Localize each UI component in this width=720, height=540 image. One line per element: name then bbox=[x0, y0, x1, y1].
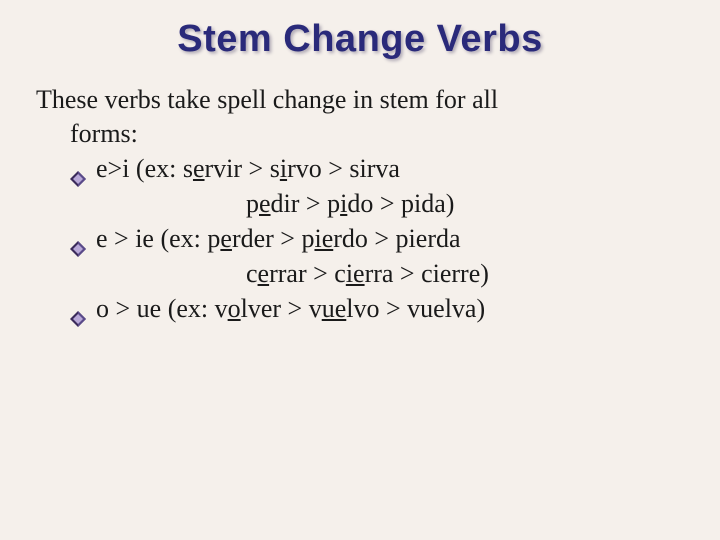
underline-seg: e bbox=[193, 154, 205, 183]
text-seg: rvir > s bbox=[205, 154, 280, 183]
underline-seg: e bbox=[259, 189, 271, 218]
text-seg: o > ue (ex: v bbox=[96, 294, 228, 323]
bullet-item: o > ue (ex: volver > vuelvo > vuelva) bbox=[28, 291, 692, 326]
text-seg: rder > p bbox=[232, 224, 315, 253]
intro-line-1: These verbs take spell change in stem fo… bbox=[28, 83, 692, 117]
text-seg: rrar > c bbox=[269, 259, 346, 288]
text-seg: c bbox=[246, 259, 258, 288]
bullet-text: e > ie (ex: perder > pierdo > pierda bbox=[96, 221, 461, 256]
text-seg: lver > v bbox=[241, 294, 322, 323]
underline-seg: e bbox=[258, 259, 270, 288]
text-seg: rvo > sirva bbox=[287, 154, 400, 183]
text-seg: do > pida) bbox=[347, 189, 454, 218]
underline-seg: ie bbox=[346, 259, 365, 288]
bullet-text: e>i (ex: servir > sirvo > sirva bbox=[96, 151, 400, 186]
text-seg: dir > p bbox=[271, 189, 341, 218]
text-seg: e>i (ex: s bbox=[96, 154, 193, 183]
underline-seg: ie bbox=[314, 224, 333, 253]
intro-line-2: forms: bbox=[28, 117, 692, 151]
bullet-subline: pedir > pido > pida) bbox=[28, 186, 692, 221]
underline-seg: e bbox=[220, 224, 232, 253]
underline-seg: ue bbox=[322, 294, 347, 323]
bullet-subline: cerrar > cierra > cierre) bbox=[28, 256, 692, 291]
slide-container: Stem Change Verbs These verbs take spell… bbox=[0, 0, 720, 540]
text-seg: lvo > vuelva) bbox=[346, 294, 485, 323]
underline-seg: i bbox=[280, 154, 287, 183]
bullet-item: e>i (ex: servir > sirvo > sirva bbox=[28, 151, 692, 186]
page-title: Stem Change Verbs bbox=[28, 18, 692, 61]
text-seg: rdo > pierda bbox=[333, 224, 460, 253]
underline-seg: o bbox=[228, 294, 241, 323]
text-seg: e > ie (ex: p bbox=[96, 224, 220, 253]
diamond-bullet-icon bbox=[70, 231, 86, 247]
text-seg: p bbox=[246, 189, 259, 218]
diamond-bullet-icon bbox=[70, 301, 86, 317]
bullet-item: e > ie (ex: perder > pierdo > pierda bbox=[28, 221, 692, 256]
diamond-bullet-icon bbox=[70, 161, 86, 177]
text-seg: rra > cierre) bbox=[365, 259, 489, 288]
bullet-text: o > ue (ex: volver > vuelvo > vuelva) bbox=[96, 291, 485, 326]
